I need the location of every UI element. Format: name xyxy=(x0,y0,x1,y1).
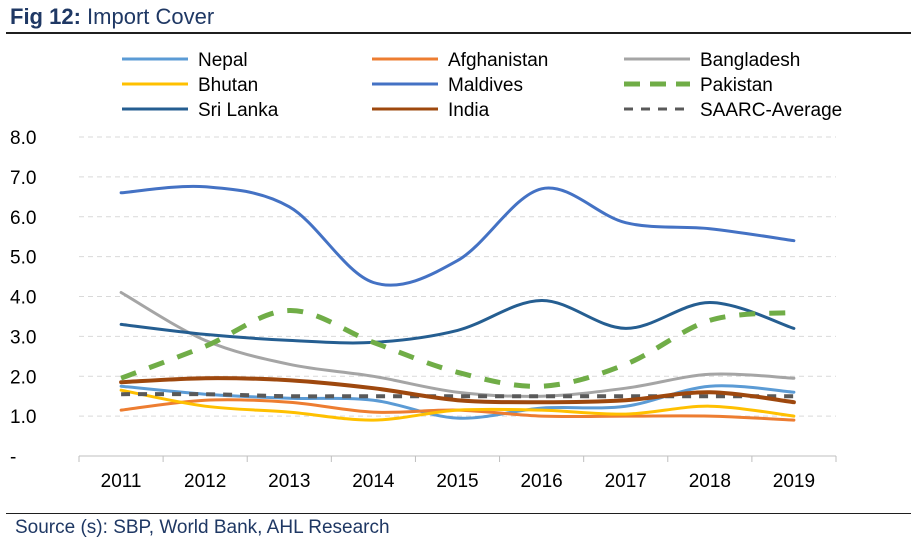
series-line-bangladesh xyxy=(119,291,796,398)
x-tick-label: 2019 xyxy=(773,471,815,492)
y-tick-label: 4.0 xyxy=(10,288,36,309)
series-line-saarc-average xyxy=(121,392,794,399)
series-line-bhutan xyxy=(119,388,796,422)
bottom-rule xyxy=(6,513,911,514)
legend-label-india: India xyxy=(448,100,490,121)
legend-label-saarc-average: SAARC-Average xyxy=(700,100,842,121)
figure-label: Fig 12: xyxy=(10,4,81,29)
legend-label-maldives: Maldives xyxy=(448,75,523,96)
x-tick-label: 2015 xyxy=(436,471,478,492)
y-tick-label: 8.0 xyxy=(10,128,36,149)
x-tick-label: 2014 xyxy=(352,471,395,492)
series-line-pakistan xyxy=(120,307,795,389)
y-tick-label: - xyxy=(10,447,16,468)
x-tick-label: 2017 xyxy=(605,471,647,492)
y-tick-label: 2.0 xyxy=(10,367,36,388)
legend-label-sri-lanka: Sri Lanka xyxy=(198,100,279,121)
figure-title: Fig 12: Import Cover xyxy=(10,4,214,30)
series-line-sri-lanka xyxy=(119,298,796,345)
x-tick-label: 2011 xyxy=(101,471,142,492)
series-line-india xyxy=(119,376,796,405)
legend-label-pakistan: Pakistan xyxy=(700,75,773,96)
legend-label-bangladesh: Bangladesh xyxy=(700,50,800,71)
x-tick-label: 2012 xyxy=(184,471,226,492)
y-tick-label: 3.0 xyxy=(10,327,36,348)
y-tick-label: 7.0 xyxy=(10,168,36,189)
y-tick-label: 5.0 xyxy=(10,248,36,269)
legend-label-afghanistan: Afghanistan xyxy=(448,50,548,71)
figure-title-text: Import Cover xyxy=(87,4,215,29)
y-tick-label: 1.0 xyxy=(10,407,36,428)
x-tick-label: 2018 xyxy=(689,471,731,492)
legend-label-bhutan: Bhutan xyxy=(198,75,258,96)
series-line-maldives xyxy=(119,184,796,287)
x-tick-label: 2013 xyxy=(268,471,310,492)
top-rule xyxy=(6,32,911,34)
legend-label-nepal: Nepal xyxy=(198,50,248,71)
source-note: Source (s): SBP, World Bank, AHL Researc… xyxy=(15,517,390,538)
x-tick-label: 2016 xyxy=(520,471,562,492)
line-chart: - 1.0 2.0 3.0 4.0 5.0 6.0 7.0 8.0 2011 2012 2013 201… xyxy=(10,50,842,492)
y-tick-label: 6.0 xyxy=(10,208,36,229)
